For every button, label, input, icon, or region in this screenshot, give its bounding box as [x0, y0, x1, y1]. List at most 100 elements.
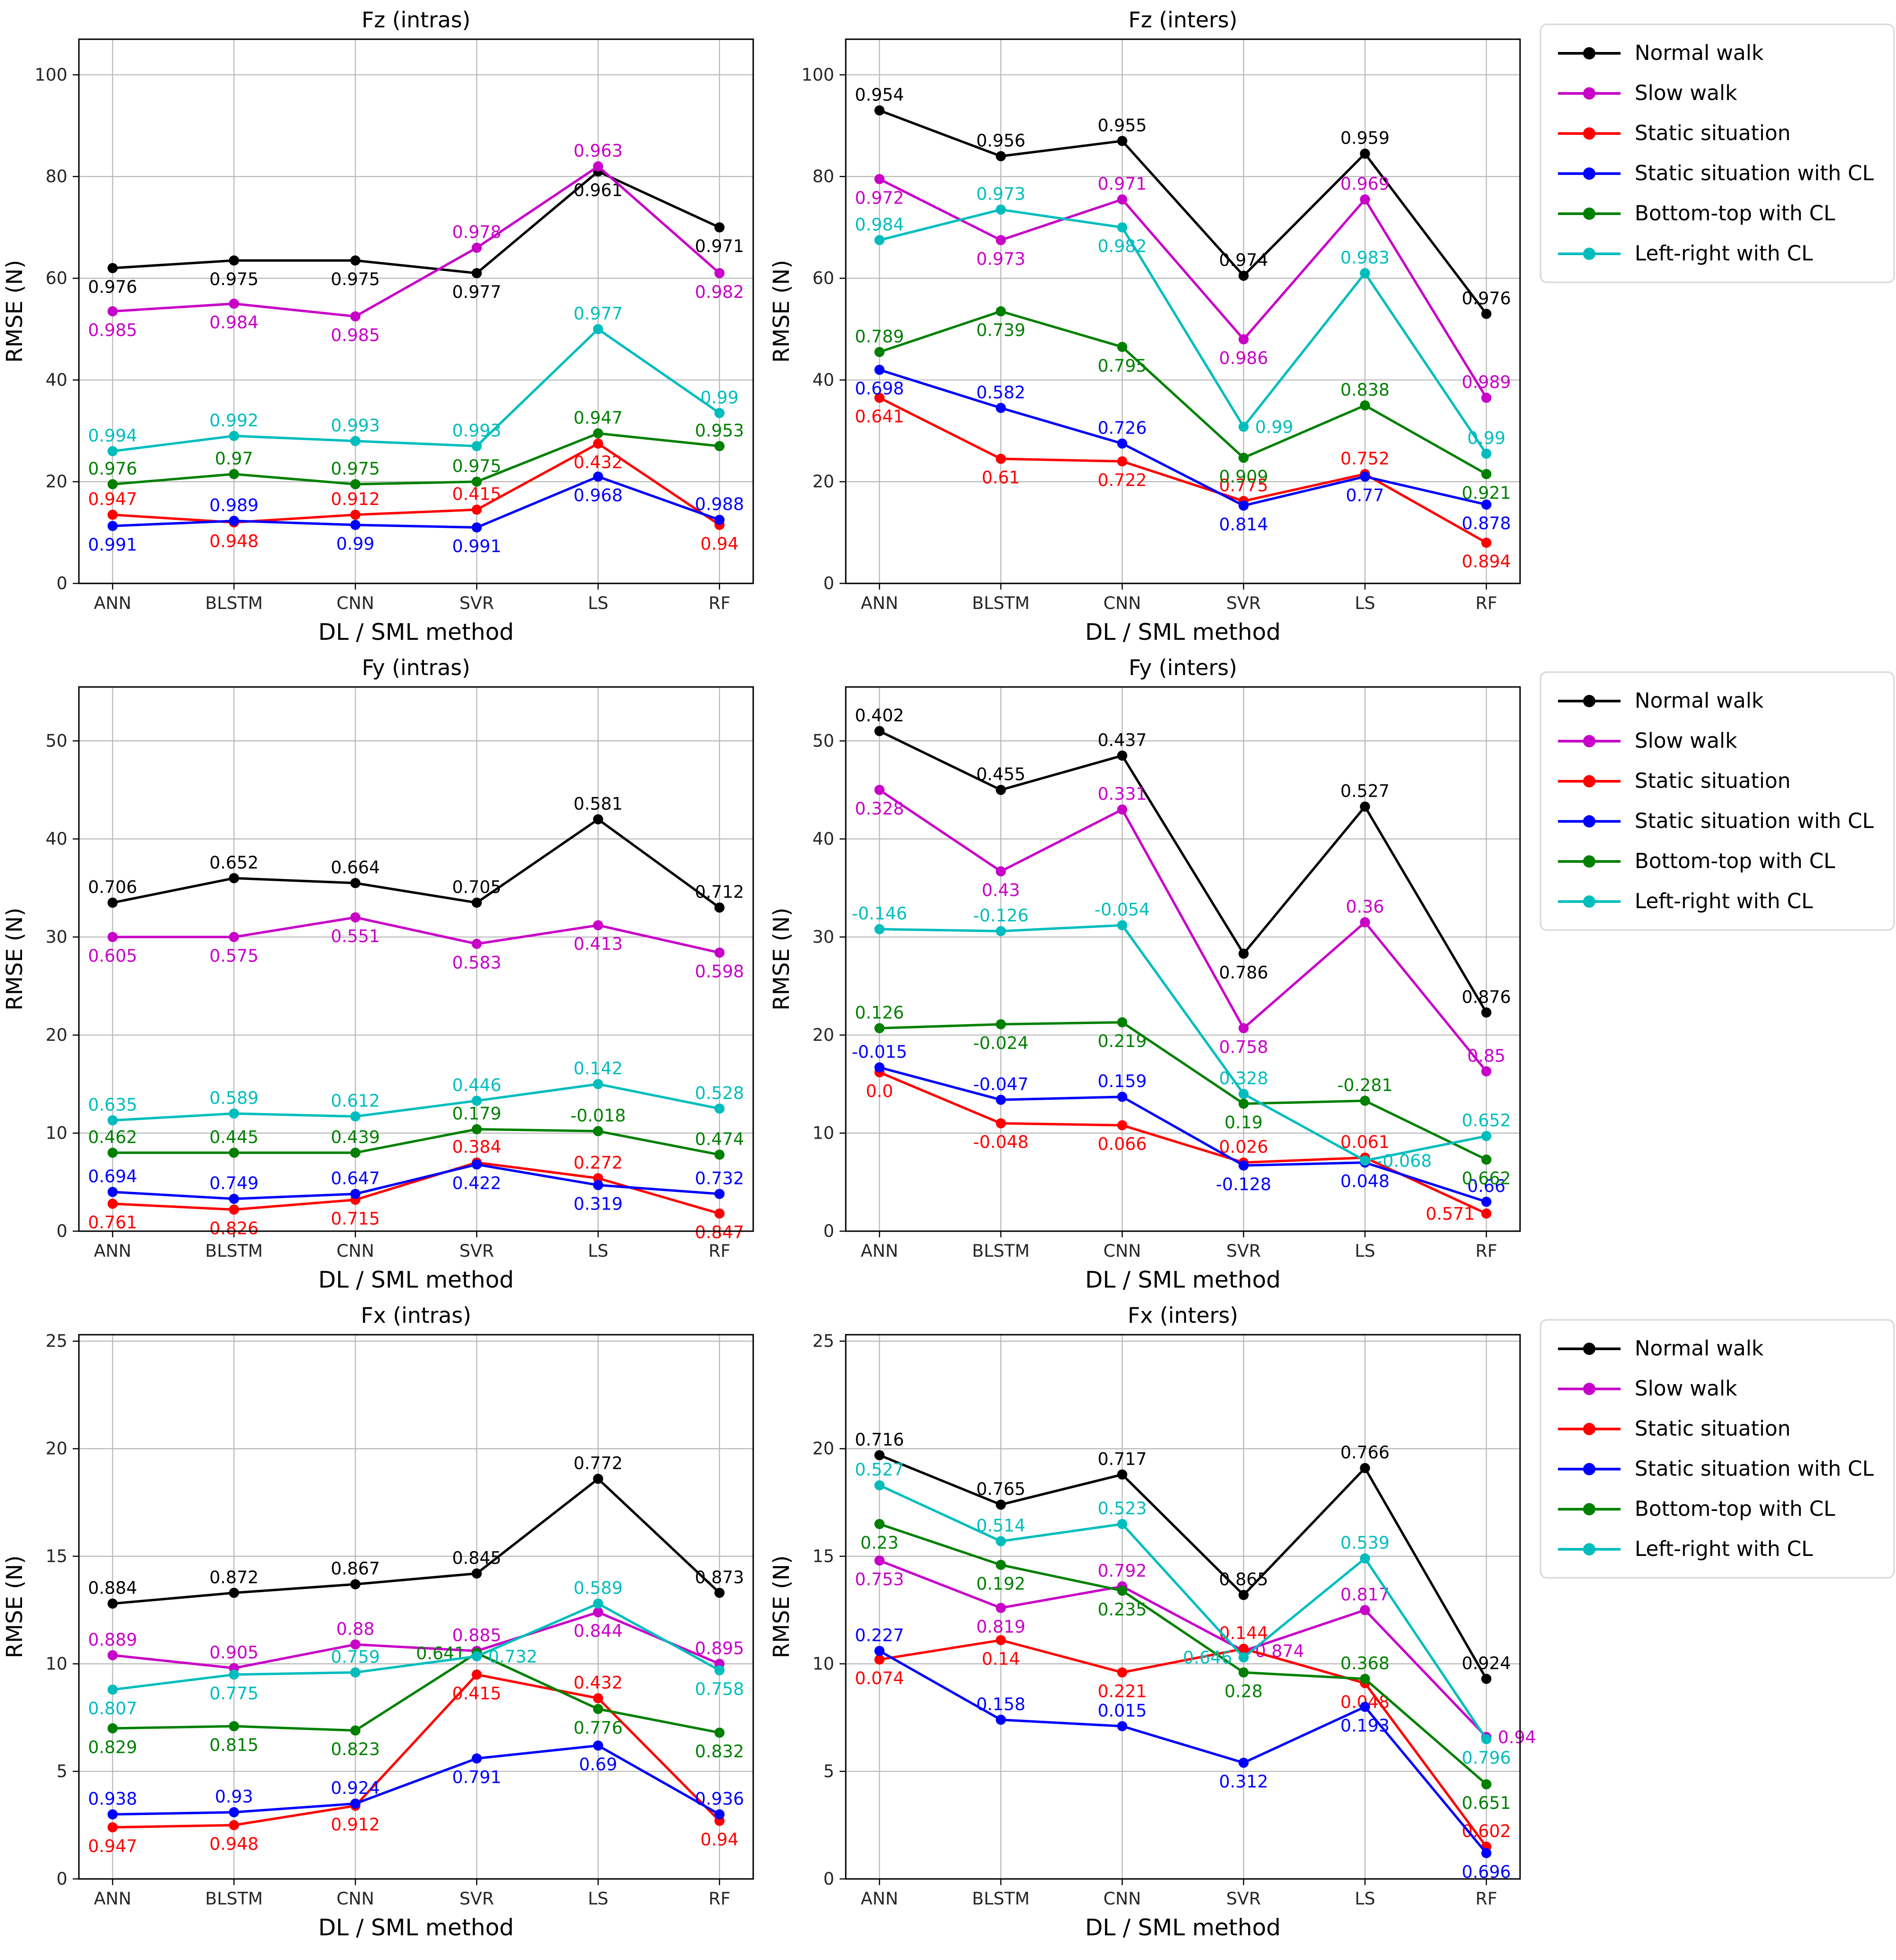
data-point-label: 0.437 — [1097, 731, 1147, 750]
data-point-label: 0.876 — [1462, 987, 1511, 1007]
data-point — [1360, 400, 1370, 411]
data-point — [996, 1635, 1006, 1645]
legend-item-slow-walk: Slow walk — [1556, 729, 1874, 753]
data-point-label: 0.844 — [573, 1622, 623, 1641]
data-point — [350, 509, 361, 520]
data-point — [229, 1204, 239, 1215]
data-point — [1117, 1667, 1127, 1678]
data-point — [714, 1727, 725, 1738]
data-point-label: 0.823 — [331, 1740, 380, 1760]
data-point — [996, 926, 1006, 936]
data-point-label: 0.786 — [1219, 963, 1268, 983]
data-point-label: 0.635 — [88, 1095, 138, 1115]
data-point — [1238, 422, 1249, 432]
legend-marker — [1583, 1543, 1595, 1555]
data-point — [229, 516, 239, 526]
data-point-label: 0.963 — [573, 141, 623, 161]
data-point-label: 0.43 — [981, 880, 1020, 900]
data-point-label: 0.796 — [1462, 1748, 1511, 1768]
data-point-label: 0.976 — [88, 277, 138, 297]
data-point — [874, 1555, 885, 1566]
data-point — [350, 1725, 361, 1736]
chart-title: Fy (intras) — [362, 655, 470, 680]
x-tick-label: RF — [1476, 1889, 1498, 1909]
legend-marker — [1583, 775, 1595, 787]
data-point-label: 0.776 — [573, 1718, 623, 1738]
data-point-label: 0.319 — [573, 1194, 623, 1214]
data-point-label: 0.99 — [336, 534, 375, 554]
y-tick-label: 40 — [45, 829, 67, 849]
data-point-label: 0.722 — [1097, 471, 1147, 490]
data-point-label: 0.832 — [695, 1742, 744, 1762]
data-point-label: 0.792 — [1097, 1561, 1147, 1581]
series-line — [111, 1083, 721, 1122]
data-point-label: 0.717 — [1097, 1449, 1147, 1469]
data-point-label: 0.694 — [88, 1167, 138, 1187]
legend-line-marker-icon — [1558, 895, 1621, 908]
data-point — [996, 1603, 1006, 1613]
data-point-label: 0.772 — [573, 1454, 623, 1474]
data-point-label: -0.128 — [1216, 1175, 1271, 1195]
data-point — [593, 1693, 603, 1704]
data-point — [593, 438, 603, 449]
data-point-label: 0.973 — [976, 249, 1026, 269]
data-point-label: 0.99 — [1255, 418, 1294, 438]
data-point-label: 0.066 — [1097, 1135, 1147, 1154]
data-point-label: 0.758 — [695, 1680, 744, 1700]
data-point — [593, 1126, 603, 1136]
data-point-label: 0.664 — [331, 858, 380, 878]
y-tick-label: 20 — [45, 1439, 67, 1459]
data-point — [1360, 801, 1370, 812]
data-point-label: 0.945 — [1498, 1728, 1536, 1748]
x-tick-label: SVR — [1226, 594, 1261, 613]
data-point — [1481, 1674, 1491, 1684]
data-point-label: 0.872 — [209, 1568, 259, 1588]
data-point-label: 0.873 — [695, 1568, 744, 1588]
plot-background — [769, 654, 1535, 1300]
data-point-label: 0.698 — [855, 379, 904, 399]
legend-label: Left-right with CL — [1635, 1537, 1813, 1561]
data-point-label: 0.895 — [695, 1639, 744, 1659]
data-point-label: 0.924 — [331, 1778, 380, 1798]
chart-fy-inters: Fy (inters) 0 10 20 30 40 50 ANN BLSTM CNN SVR LS RF… — [769, 654, 1535, 1300]
data-point-label: 0.775 — [1219, 476, 1268, 496]
data-point-label: 0.989 — [1462, 373, 1511, 393]
legend-marker — [1583, 1463, 1595, 1475]
data-point-label: 0.973 — [976, 185, 1026, 204]
data-point-label: 0.179 — [452, 1104, 502, 1124]
data-point-label: 0.912 — [331, 490, 380, 509]
series-line — [878, 1454, 1488, 1680]
series-line — [111, 1673, 721, 1829]
data-point — [1481, 1779, 1491, 1789]
legend-item-static-situation: Static situation — [1556, 769, 1874, 793]
data-point — [593, 920, 603, 931]
y-tick-label: 20 — [812, 1439, 834, 1459]
data-point — [1481, 1208, 1491, 1219]
data-point — [1238, 1644, 1249, 1654]
y-tick-label: 15 — [812, 1547, 834, 1567]
data-point — [996, 403, 1006, 413]
y-tick-label: 10 — [45, 1654, 67, 1674]
data-point-label: -0.047 — [973, 1075, 1029, 1095]
data-point-label: 0.993 — [331, 416, 380, 436]
data-point-label: 0.971 — [695, 237, 744, 256]
data-point-label: 0.85 — [1467, 1046, 1506, 1066]
data-point — [1117, 1120, 1127, 1131]
series-line — [878, 1066, 1488, 1203]
data-point-label: 0.015 — [1097, 1701, 1147, 1721]
data-point — [593, 1607, 603, 1618]
data-point — [1360, 1605, 1370, 1615]
data-point-label: 0.991 — [452, 537, 502, 557]
data-point — [1117, 456, 1127, 467]
data-point — [714, 902, 725, 913]
series-line — [878, 1484, 1488, 1741]
data-point — [229, 1721, 239, 1731]
data-point — [350, 436, 361, 446]
legend-marker — [1583, 207, 1595, 220]
data-point — [996, 785, 1006, 795]
x-tick-label: CNN — [1104, 1889, 1141, 1909]
data-point-label: -0.018 — [570, 1106, 626, 1126]
data-point-label: 0.97 — [215, 449, 253, 469]
x-tick-label: SVR — [1226, 1241, 1261, 1261]
data-point-label: 0.845 — [452, 1548, 502, 1568]
